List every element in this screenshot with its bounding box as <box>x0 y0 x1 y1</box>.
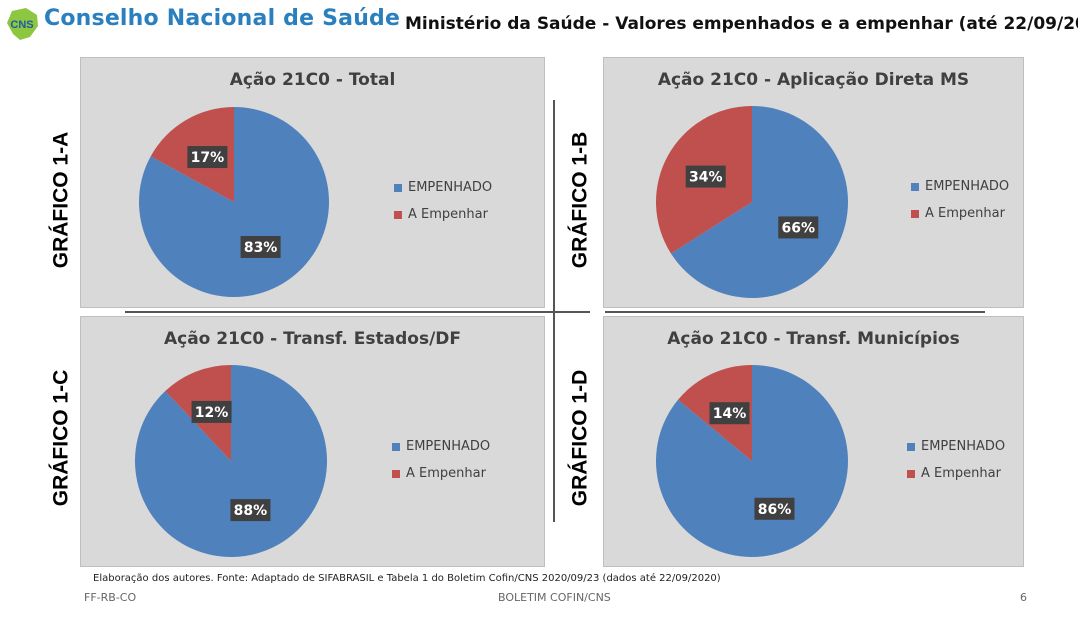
legend-item-empenhado: EMPENHADO <box>907 433 1005 460</box>
side-label-1d: GRÁFICO 1-D <box>568 369 591 507</box>
org-name: Conselho Nacional de Saúde <box>44 6 401 31</box>
legend-label: EMPENHADO <box>406 439 491 454</box>
data-label-box <box>187 146 228 169</box>
side-label-1a: GRÁFICO 1-A <box>49 131 72 269</box>
pie-chart: 88% 12% <box>135 365 327 557</box>
legend-item-empenhado: EMPENHADO <box>392 433 490 460</box>
data-label-text: 17% <box>191 150 225 166</box>
data-label-box <box>685 165 726 188</box>
data-label: 17% <box>187 146 228 169</box>
chart-panel-1b: Ação 21C0 - Aplicação Direta MS 66% 34% E… <box>603 57 1024 308</box>
chart-title: Ação 21C0 - Aplicação Direta MS <box>657 70 970 90</box>
legend-label: EMPENHADO <box>925 179 1010 194</box>
chart-title: Ação 21C0 - Total <box>229 70 396 90</box>
legend-swatch <box>907 442 915 451</box>
chart-panel-1c: Ação 21C0 - Transf. Estados/DF 88% 12% EM… <box>80 316 545 567</box>
legend-label: EMPENHADO <box>408 180 493 195</box>
data-label: 86% <box>754 497 795 520</box>
chart-title: Ação 21C0 - Transf. Municípios <box>667 329 960 349</box>
legend-swatch <box>911 209 919 218</box>
footer-left: FF-RB-CO <box>84 591 137 604</box>
data-label: 34% <box>685 165 726 188</box>
data-label-text: 34% <box>689 170 723 186</box>
legend-item-a-empenhar: A Empenhar <box>911 200 1009 227</box>
legend-item-a-empenhar: A Empenhar <box>392 460 490 487</box>
chart-title: Ação 21C0 - Transf. Estados/DF <box>163 329 462 349</box>
side-label-1c: GRÁFICO 1-C <box>49 369 72 507</box>
data-label-box <box>754 497 795 520</box>
data-label-box <box>191 400 232 423</box>
data-label: 83% <box>240 235 281 258</box>
logo-text: CNS <box>10 19 33 31</box>
data-label: 14% <box>709 402 750 425</box>
footer-center: BOLETIM COFIN/CNS <box>498 591 611 604</box>
page-title: Ministério da Saúde - Valores empenhados… <box>405 14 1078 34</box>
legend-swatch <box>392 442 400 451</box>
data-label-box <box>230 499 271 522</box>
pie-slice-empenhado <box>670 106 848 298</box>
cns-logo: CNS <box>7 8 38 40</box>
legend-swatch <box>394 210 402 219</box>
source-footnote: Elaboração dos autores. Fonte: Adaptado … <box>93 573 721 584</box>
data-label-box <box>778 216 819 239</box>
legend-label: A Empenhar <box>408 207 488 222</box>
legend-label: EMPENHADO <box>921 439 1006 454</box>
legend-swatch <box>394 183 402 192</box>
separator-right <box>605 311 985 313</box>
pie-chart: 86% 14% <box>656 365 848 557</box>
data-label-box <box>240 235 281 258</box>
pie-chart: 66% 34% <box>656 106 848 298</box>
legend-swatch <box>907 469 915 478</box>
data-label-text: 83% <box>244 240 278 256</box>
legend-label: A Empenhar <box>921 466 1001 481</box>
data-label-box <box>709 402 750 425</box>
data-label-text: 12% <box>195 405 229 421</box>
legend-item-empenhado: EMPENHADO <box>911 173 1009 200</box>
chart-legend: EMPENHADO A Empenhar <box>394 174 492 228</box>
legend-label: A Empenhar <box>406 466 486 481</box>
data-label: 66% <box>778 216 819 239</box>
separator-left <box>125 311 590 313</box>
brazil-map-shape <box>7 8 38 40</box>
legend-item-a-empenhar: A Empenhar <box>394 201 492 228</box>
chart-legend: EMPENHADO A Empenhar <box>907 433 1005 487</box>
page-number: 6 <box>1020 591 1027 604</box>
legend-swatch <box>911 182 919 191</box>
legend-label: A Empenhar <box>925 206 1005 221</box>
chart-panel-1a: Ação 21C0 - Total 83% 17% EMPENHADO A Emp… <box>80 57 545 308</box>
separator-vertical <box>553 100 555 522</box>
chart-legend: EMPENHADO A Empenhar <box>392 433 490 487</box>
data-label-text: 66% <box>782 220 816 236</box>
side-label-1b: GRÁFICO 1-B <box>568 131 591 269</box>
chart-legend: EMPENHADO A Empenhar <box>911 173 1009 227</box>
data-label: 88% <box>230 499 271 522</box>
data-label-text: 14% <box>713 406 747 422</box>
data-label: 12% <box>191 400 232 423</box>
chart-panel-1d: Ação 21C0 - Transf. Municípios 86% 14% EM… <box>603 316 1024 567</box>
data-label-text: 86% <box>758 502 792 518</box>
legend-item-empenhado: EMPENHADO <box>394 174 492 201</box>
pie-chart: 83% 17% <box>138 107 329 297</box>
legend-item-a-empenhar: A Empenhar <box>907 460 1005 487</box>
legend-swatch <box>392 469 400 478</box>
data-label-text: 88% <box>234 503 268 519</box>
